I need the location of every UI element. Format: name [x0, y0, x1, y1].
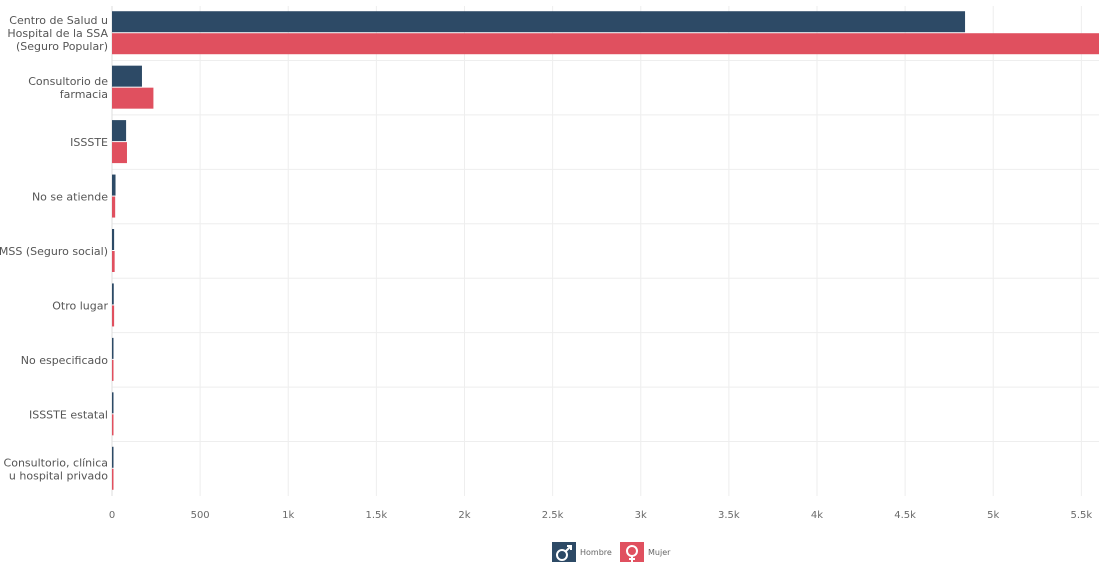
- x-tick-label: 4k: [811, 510, 823, 521]
- bar-hombre: [112, 283, 114, 305]
- bar-mujer: [112, 359, 114, 381]
- bar-mujer: [112, 414, 114, 436]
- category-label-line: ISSSTE estatal: [29, 408, 108, 421]
- legend-label: Mujer: [648, 548, 671, 557]
- female-icon: [626, 545, 638, 562]
- bar-hombre: [112, 337, 114, 359]
- bar-mujer: [112, 468, 114, 490]
- bars: [112, 11, 1099, 490]
- category-label-line: Consultorio, clínica: [4, 456, 108, 469]
- x-tick-label: 3k: [635, 510, 647, 521]
- x-tick-label: 1k: [282, 510, 294, 521]
- x-tick-label: 3.5k: [718, 510, 740, 521]
- category-label-line: ISSSTE: [70, 136, 108, 149]
- x-tick-label: 5.5k: [1071, 510, 1093, 521]
- legend-item-mujer[interactable]: Mujer: [620, 542, 671, 562]
- x-tick-label: 4.5k: [894, 510, 916, 521]
- x-tick-label: 500: [191, 510, 210, 521]
- category-label-line: (Seguro Popular): [16, 40, 108, 53]
- category-label: Consultorio de farmacia: [28, 75, 108, 101]
- legend-item-hombre[interactable]: Hombre: [552, 542, 612, 562]
- bar-hombre: [112, 11, 966, 33]
- legend-swatch: [620, 542, 644, 562]
- bar-mujer: [112, 33, 1099, 55]
- bar-mujer: [112, 305, 115, 327]
- category-label-line: Consultorio de: [28, 75, 108, 88]
- x-tick-label: 2.5k: [542, 510, 564, 521]
- bar-hombre: [112, 229, 115, 250]
- bar-mujer: [112, 251, 115, 272]
- category-label-line: Otro lugar: [52, 299, 108, 312]
- category-label-line: Hospital de la SSA: [7, 27, 108, 40]
- male-icon: [556, 545, 572, 561]
- category-label-line: Centro de Salud u: [9, 14, 108, 27]
- category-label: ISSSTE: [70, 136, 108, 149]
- x-tick-label: 1.5k: [366, 510, 388, 521]
- bar-mujer: [112, 87, 154, 109]
- bar-hombre: [112, 392, 114, 414]
- legend: Hombre Mujer: [552, 542, 671, 562]
- category-label: No especificado: [21, 354, 109, 367]
- x-tick-label: 5k: [987, 510, 999, 521]
- bar-mujer: [112, 196, 116, 218]
- x-axis-ticks: 0 500 1k 1.5k 2k 2.5k 3k 3.5k 4k 4.5k 5k 5.5k: [109, 510, 1093, 521]
- category-label: IMSS (Seguro social): [0, 245, 108, 258]
- category-label-line: No especificado: [21, 354, 109, 367]
- legend-label: Hombre: [580, 548, 612, 557]
- x-tick-label: 2k: [458, 510, 470, 521]
- x-tick-label: 0: [109, 510, 115, 521]
- category-label: Otro lugar: [52, 299, 108, 312]
- category-label: Centro de Salud u Hospital de la SSA (Segu…: [7, 14, 108, 53]
- category-label: Consultorio, clínica u hospital privado: [4, 456, 109, 482]
- category-label-line: No se atiende: [32, 191, 108, 204]
- category-label-line: farmacia: [60, 88, 108, 101]
- bar-hombre: [112, 120, 127, 142]
- category-label-line: IMSS (Seguro social): [0, 245, 108, 258]
- category-label: No se atiende: [32, 191, 108, 204]
- bar-hombre: [112, 446, 114, 468]
- bar-hombre: [112, 174, 116, 196]
- gridlines: [111, 6, 1099, 496]
- category-label-line: u hospital privado: [9, 469, 108, 482]
- bar-mujer: [112, 142, 127, 164]
- category-label: ISSSTE estatal: [29, 408, 108, 421]
- bar-hombre: [112, 65, 142, 87]
- category-labels: Centro de Salud u Hospital de la SSA (Segu…: [0, 14, 108, 482]
